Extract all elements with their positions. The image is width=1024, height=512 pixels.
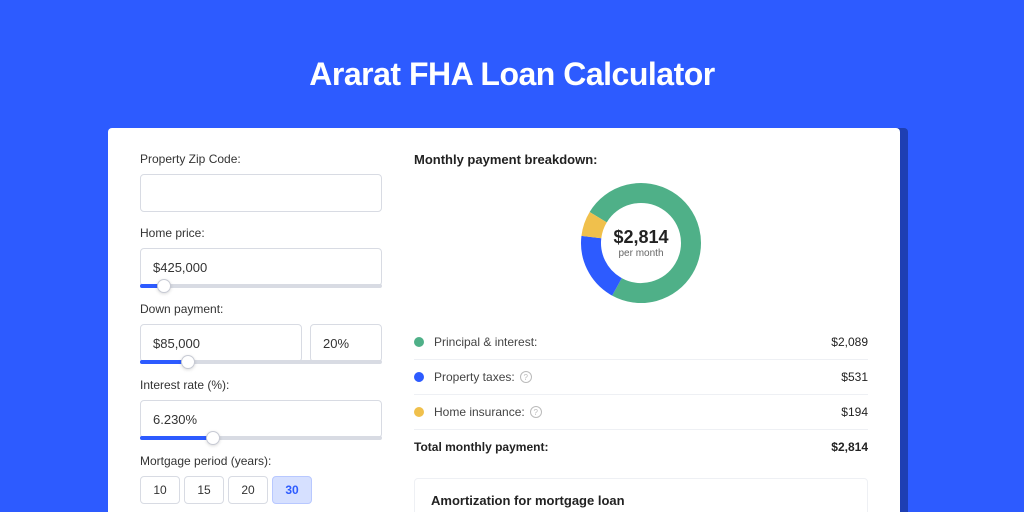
total-row: Total monthly payment: $2,814 [414, 430, 868, 464]
mortgage-period-label: Mortgage period (years): [140, 454, 382, 468]
home-price-slider[interactable] [140, 284, 382, 288]
donut-sub: per month [613, 248, 668, 259]
interest-rate-input[interactable] [140, 400, 382, 438]
total-value: $2,814 [831, 440, 868, 454]
interest-rate-field-group: Interest rate (%): [140, 378, 382, 440]
legend-label: Principal & interest: [434, 335, 831, 349]
breakdown-title: Monthly payment breakdown: [414, 152, 868, 167]
down-payment-label: Down payment: [140, 302, 382, 316]
legend-label: Property taxes:? [434, 370, 841, 384]
legend-label: Home insurance:? [434, 405, 841, 419]
legend-value: $531 [841, 370, 868, 384]
down-payment-field-group: Down payment: [140, 302, 382, 364]
input-column: Property Zip Code: Home price: Down paym… [140, 152, 382, 488]
donut-chart-wrap: $2,814 per month [414, 179, 868, 307]
legend-dot [414, 372, 424, 382]
down-payment-amount-input[interactable] [140, 324, 302, 362]
legend-row: Home insurance:?$194 [414, 395, 868, 430]
home-price-slider-thumb[interactable] [157, 279, 171, 293]
breakdown-column: Monthly payment breakdown: $2,814 per mo… [414, 152, 868, 488]
amortization-title: Amortization for mortgage loan [431, 493, 851, 508]
breakdown-legend: Principal & interest:$2,089Property taxe… [414, 325, 868, 430]
home-price-field-group: Home price: [140, 226, 382, 288]
mortgage-period-buttons: 10152030 [140, 476, 382, 504]
info-icon[interactable]: ? [520, 371, 532, 383]
mortgage-period-btn-10[interactable]: 10 [140, 476, 180, 504]
mortgage-period-btn-15[interactable]: 15 [184, 476, 224, 504]
mortgage-period-field-group: Mortgage period (years): 10152030 [140, 454, 382, 504]
legend-value: $194 [841, 405, 868, 419]
interest-rate-slider-thumb[interactable] [206, 431, 220, 445]
home-price-input[interactable] [140, 248, 382, 286]
donut-chart: $2,814 per month [577, 179, 705, 307]
legend-dot [414, 337, 424, 347]
amortization-box: Amortization for mortgage loan Amortizat… [414, 478, 868, 512]
mortgage-period-btn-20[interactable]: 20 [228, 476, 268, 504]
total-label: Total monthly payment: [414, 440, 831, 454]
down-payment-slider[interactable] [140, 360, 382, 364]
down-payment-percent-input[interactable] [310, 324, 382, 362]
zip-field-group: Property Zip Code: [140, 152, 382, 212]
mortgage-period-btn-30[interactable]: 30 [272, 476, 312, 504]
interest-rate-label: Interest rate (%): [140, 378, 382, 392]
legend-value: $2,089 [831, 335, 868, 349]
zip-label: Property Zip Code: [140, 152, 382, 166]
donut-center: $2,814 per month [613, 227, 668, 259]
page-background: Ararat FHA Loan Calculator Property Zip … [0, 0, 1024, 512]
interest-rate-slider[interactable] [140, 436, 382, 440]
legend-row: Property taxes:?$531 [414, 360, 868, 395]
down-payment-row [140, 324, 382, 362]
info-icon[interactable]: ? [530, 406, 542, 418]
legend-row: Principal & interest:$2,089 [414, 325, 868, 360]
legend-dot [414, 407, 424, 417]
donut-amount: $2,814 [613, 227, 668, 248]
down-payment-slider-thumb[interactable] [181, 355, 195, 369]
zip-input[interactable] [140, 174, 382, 212]
interest-rate-slider-fill [140, 436, 213, 440]
calculator-card: Property Zip Code: Home price: Down paym… [108, 128, 900, 512]
page-title: Ararat FHA Loan Calculator [0, 0, 1024, 121]
home-price-label: Home price: [140, 226, 382, 240]
